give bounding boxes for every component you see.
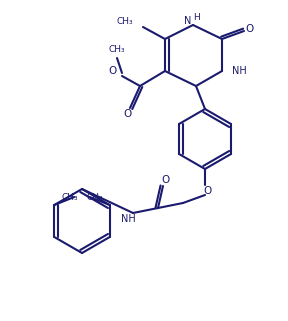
Text: O: O xyxy=(109,66,117,76)
Text: NH: NH xyxy=(232,66,247,76)
Text: NH: NH xyxy=(121,214,135,224)
Text: CH₃: CH₃ xyxy=(116,18,133,27)
Text: O: O xyxy=(245,24,253,34)
Text: O: O xyxy=(161,175,169,185)
Text: O: O xyxy=(203,186,211,196)
Text: H: H xyxy=(193,13,199,22)
Text: O: O xyxy=(124,109,132,119)
Text: CH₃: CH₃ xyxy=(109,46,125,55)
Text: CH₃: CH₃ xyxy=(86,193,103,202)
Text: N: N xyxy=(184,16,192,26)
Text: CH₃: CH₃ xyxy=(61,193,78,202)
